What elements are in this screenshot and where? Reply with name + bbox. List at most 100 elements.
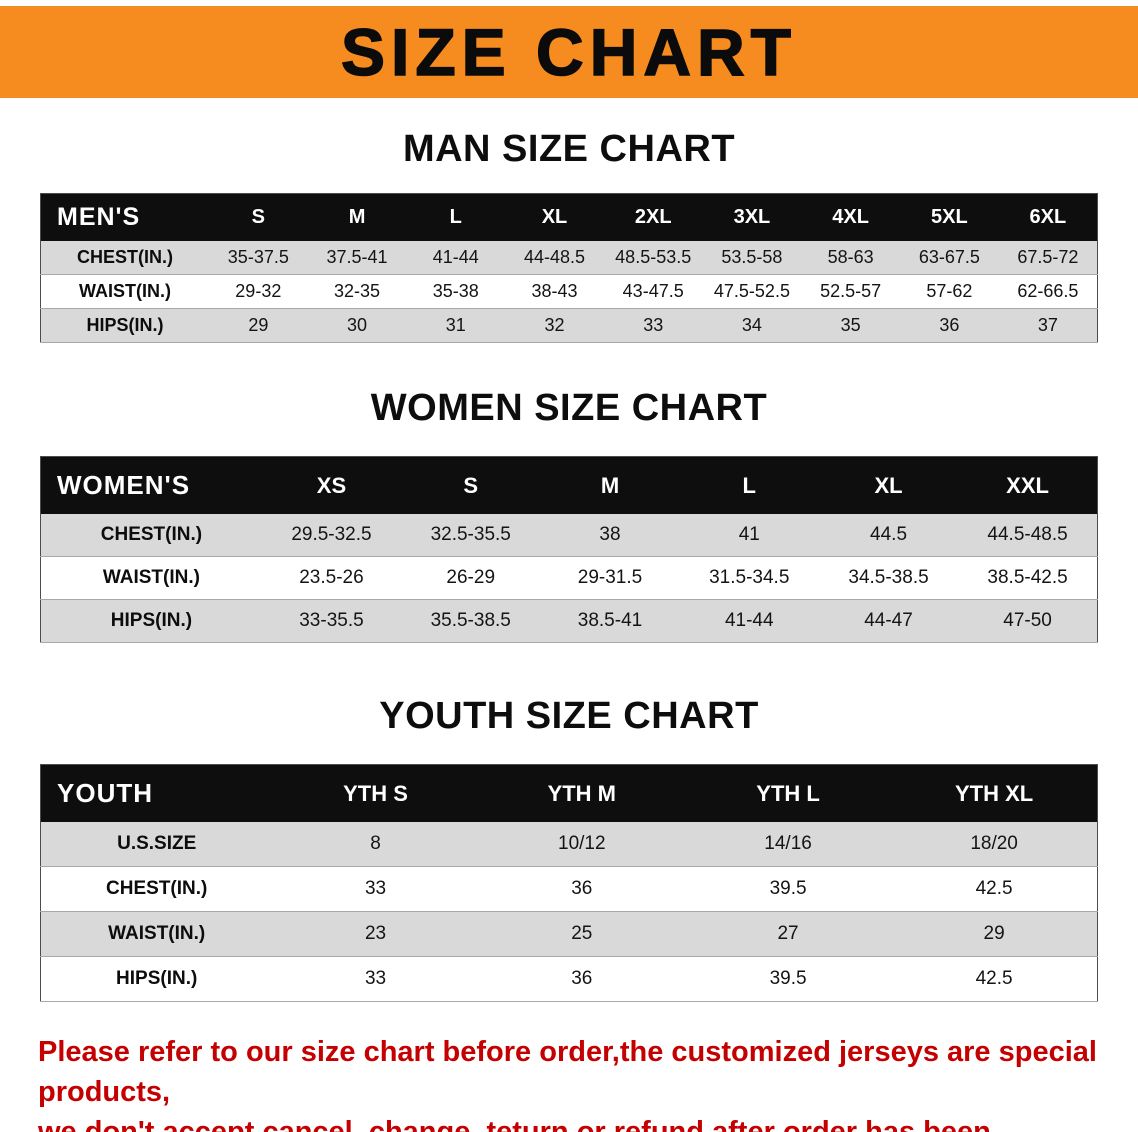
size-value-cell: 42.5 [891, 956, 1098, 1002]
size-value-cell: 30 [307, 308, 407, 343]
size-value-cell: 53.5-58 [702, 241, 802, 275]
size-value-cell: 43-47.5 [603, 274, 703, 309]
youth-section-heading: YOUTH SIZE CHART [379, 695, 759, 737]
size-value-cell: 44-48.5 [505, 241, 604, 275]
row-label: WAIST(IN.) [40, 556, 262, 600]
measurement-row: WAIST(IN.) 23.5-26 26-29 29-31.5 31.5-34.5 34… [40, 556, 1098, 600]
measurement-row: WAIST(IN.) 23 25 27 29 [40, 911, 1098, 957]
size-value-cell: 37.5-41 [307, 241, 407, 275]
size-value-cell: 29-32 [208, 274, 308, 309]
measurement-row: HIPS(IN.) 29 30 31 32 33 34 35 36 37 [40, 308, 1098, 343]
size-column-header: M [307, 193, 407, 241]
size-column-header: 4XL [801, 193, 900, 241]
size-value-cell: 35 [801, 308, 900, 343]
size-value-cell: 37 [998, 308, 1098, 343]
size-column-header: XS [261, 456, 402, 514]
size-value-cell: 44.5 [818, 514, 959, 557]
row-label: WAIST(IN.) [40, 274, 209, 309]
size-column-header: L [679, 456, 819, 514]
size-value-cell: 31 [406, 308, 506, 343]
size-column-header: YTH XL [891, 764, 1098, 822]
size-value-cell: 36 [900, 308, 999, 343]
youth-size-table: YOUTH YTH S YTH M YTH L YTH XL U.S.SIZE 8 10/12… [40, 764, 1098, 1002]
size-value-cell: 62-66.5 [998, 274, 1098, 309]
measurement-row: CHEST(IN.) 35-37.5 37.5-41 41-44 44-48.5 48.5… [40, 241, 1098, 275]
size-value-cell: 41 [679, 514, 819, 557]
size-column-header: 5XL [900, 193, 999, 241]
size-value-cell: 32-35 [307, 274, 407, 309]
size-column-header: 2XL [603, 193, 703, 241]
size-value-cell: 38.5-42.5 [958, 556, 1098, 600]
size-value-cell: 31.5-34.5 [679, 556, 819, 600]
size-value-cell: 34 [702, 308, 802, 343]
row-label: U.S.SIZE [40, 822, 273, 867]
size-column-header: L [406, 193, 506, 241]
size-value-cell: 35.5-38.5 [401, 599, 541, 643]
size-value-cell: 41-44 [679, 599, 819, 643]
size-value-cell: 35-37.5 [208, 241, 308, 275]
size-value-cell: 36 [478, 866, 685, 912]
table-title-cell: WOMEN'S [40, 456, 262, 514]
size-value-cell: 23.5-26 [261, 556, 402, 600]
size-value-cell: 33 [603, 308, 703, 343]
size-value-cell: 39.5 [684, 956, 892, 1002]
size-value-cell: 38 [540, 514, 680, 557]
size-value-cell: 29-31.5 [540, 556, 680, 600]
size-column-header: XL [818, 456, 959, 514]
size-value-cell: 29 [891, 911, 1098, 957]
size-value-cell: 63-67.5 [900, 241, 999, 275]
size-value-cell: 36 [478, 956, 685, 1002]
row-label: HIPS(IN.) [40, 308, 209, 343]
men-size-table: MEN'S S M L XL 2XL 3XL 4XL 5XL 6XL CHEST(IN.) 35-37… [40, 193, 1098, 343]
size-value-cell: 33-35.5 [261, 599, 402, 643]
table-title-cell: YOUTH [40, 764, 273, 822]
size-value-cell: 44-47 [818, 599, 959, 643]
page-title: SIZE CHART [340, 14, 797, 90]
row-label: HIPS(IN.) [40, 956, 273, 1002]
size-value-cell: 48.5-53.5 [603, 241, 703, 275]
size-value-cell: 27 [684, 911, 892, 957]
size-column-header: S [401, 456, 541, 514]
size-column-header: M [540, 456, 680, 514]
size-column-header: 3XL [702, 193, 802, 241]
disclaimer-line-1: Please refer to our size chart before or… [38, 1036, 1097, 1108]
size-value-cell: 44.5-48.5 [958, 514, 1098, 557]
size-column-header: YTH M [478, 764, 685, 822]
size-column-header: S [208, 193, 308, 241]
size-value-cell: 58-63 [801, 241, 900, 275]
size-value-cell: 38.5-41 [540, 599, 680, 643]
measurement-row: CHEST(IN.) 33 36 39.5 42.5 [40, 866, 1098, 912]
size-value-cell: 47.5-52.5 [702, 274, 802, 309]
size-column-header: YTH L [684, 764, 892, 822]
size-table-header-row: MEN'S S M L XL 2XL 3XL 4XL 5XL 6XL [40, 193, 1098, 241]
disclaimer-line-2: we don't accept cancel, change, teturn o… [38, 1116, 991, 1132]
size-table-header-row: YOUTH YTH S YTH M YTH L YTH XL [40, 764, 1098, 822]
size-value-cell: 23 [272, 911, 479, 957]
size-value-cell: 35-38 [406, 274, 506, 309]
measurement-row: HIPS(IN.) 33 36 39.5 42.5 [40, 956, 1098, 1002]
size-value-cell: 52.5-57 [801, 274, 900, 309]
size-value-cell: 29.5-32.5 [261, 514, 402, 557]
size-value-cell: 32.5-35.5 [401, 514, 541, 557]
size-value-cell: 67.5-72 [998, 241, 1098, 275]
size-value-cell: 47-50 [958, 599, 1098, 643]
size-value-cell: 34.5-38.5 [818, 556, 959, 600]
size-value-cell: 39.5 [684, 866, 892, 912]
man-section-heading: MAN SIZE CHART [402, 128, 736, 170]
row-label: CHEST(IN.) [40, 514, 262, 557]
youth-size-chart-section: YOUTH SIZE CHART YOUTH YTH S YTH M YTH L YTH… [0, 695, 1138, 1002]
size-value-cell: 29 [208, 308, 308, 343]
women-size-chart-section: WOMEN SIZE CHART WOMEN'S XS S M L XL XXL CHEST(… [0, 387, 1138, 643]
size-column-header: 6XL [998, 193, 1098, 241]
women-section-heading: WOMEN SIZE CHART [370, 387, 768, 429]
measurement-row: CHEST(IN.) 29.5-32.5 32.5-35.5 38 41 44.5 44.5… [40, 514, 1098, 557]
size-column-header: XXL [958, 456, 1098, 514]
measurement-row: U.S.SIZE 8 10/12 14/16 18/20 [40, 822, 1098, 867]
size-value-cell: 8 [272, 822, 479, 867]
size-value-cell: 41-44 [406, 241, 506, 275]
row-label: WAIST(IN.) [40, 911, 273, 957]
size-value-cell: 33 [272, 866, 479, 912]
row-label: HIPS(IN.) [40, 599, 262, 643]
table-title-cell: MEN'S [40, 193, 209, 241]
